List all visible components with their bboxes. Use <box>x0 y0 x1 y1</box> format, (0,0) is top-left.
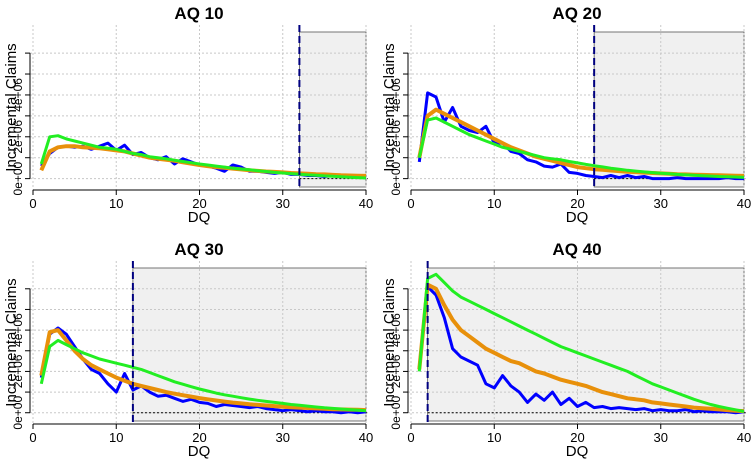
x-tick-label: 30 <box>276 196 290 211</box>
x-tick-label: 0 <box>29 430 36 445</box>
series-line-green <box>417 272 745 413</box>
shaded-region <box>593 31 745 188</box>
x-axis-label: DQ <box>566 443 589 460</box>
series-line-blue <box>417 285 745 415</box>
panel-title: AQ 20 <box>552 4 601 23</box>
x-axis-label: DQ <box>188 209 211 226</box>
chart-panel-2: 0 10 20 30 40 0e+00 2e+06 4e+06 AQ 20 DQ Increment… <box>381 4 751 226</box>
y-tick-label: 0e+00 <box>389 161 403 195</box>
panel-title: AQ 10 <box>174 4 223 23</box>
x-tick-label: 30 <box>654 196 668 211</box>
series-line-blue <box>39 326 367 415</box>
chart-panel-4: 0 10 20 30 40 0e+00 2e+06 4e+06 AQ 40 DQ Increment… <box>381 240 751 460</box>
series-line-blue <box>417 91 744 181</box>
x-tick-label: 40 <box>737 196 751 211</box>
y-axis-label: Incremental Claims <box>3 43 20 171</box>
y-tick-label: 4e+06 <box>11 78 25 112</box>
x-tick-label: 10 <box>109 430 123 445</box>
x-tick-label: 0 <box>29 196 36 211</box>
x-axis-label: DQ <box>566 209 589 226</box>
y-tick-label: 0e+00 <box>11 396 25 430</box>
series-line-green <box>39 338 367 413</box>
x-tick-label: 10 <box>487 196 501 211</box>
x-axis-label: DQ <box>188 443 211 460</box>
y-tick-label: 2e+06 <box>11 354 25 388</box>
y-axis-label: Incremental Claims <box>381 278 398 406</box>
y-tick-label: 4e+06 <box>389 313 403 347</box>
x-tick-label: 20 <box>192 196 206 211</box>
series-line-green <box>417 116 745 179</box>
panel-title: AQ 40 <box>552 240 601 259</box>
x-tick-label: 40 <box>737 430 751 445</box>
y-tick-label: 2e+06 <box>11 120 25 154</box>
series-line-orange <box>417 282 745 414</box>
y-tick-label: 0e+00 <box>11 161 25 195</box>
y-axis-label: Incremental Claims <box>381 43 398 171</box>
x-tick-label: 30 <box>654 430 668 445</box>
x-tick-label: 0 <box>407 430 414 445</box>
x-tick-label: 20 <box>192 430 206 445</box>
y-axis-label: Incremental Claims <box>3 278 20 406</box>
x-tick-label: 0 <box>407 196 414 211</box>
x-tick-label: 10 <box>487 430 501 445</box>
series-line-green <box>39 134 367 180</box>
y-tick-label: 2e+06 <box>389 120 403 154</box>
y-tick-label: 4e+06 <box>11 313 25 347</box>
shaded-region <box>132 267 367 422</box>
shaded-region <box>427 267 745 422</box>
x-tick-label: 40 <box>359 196 373 211</box>
y-tick-label: 4e+06 <box>389 78 403 112</box>
chart-panel-1: 0 10 20 30 40 0e+00 2e+06 4e+06 AQ 10 DQ Increment… <box>3 4 373 226</box>
panel-title: AQ 30 <box>174 240 223 259</box>
shaded-region <box>298 31 367 188</box>
x-tick-label: 10 <box>109 196 123 211</box>
y-tick-label: 0e+00 <box>389 396 403 430</box>
x-tick-label: 40 <box>359 430 373 445</box>
series-line-orange <box>39 328 367 413</box>
x-tick-label: 20 <box>570 430 584 445</box>
x-tick-label: 20 <box>570 196 584 211</box>
x-tick-label: 30 <box>276 430 290 445</box>
y-tick-label: 2e+06 <box>389 354 403 388</box>
chart-panel-3: 0 10 20 30 40 0e+00 2e+06 4e+06 AQ 30 DQ Increment… <box>3 240 373 460</box>
